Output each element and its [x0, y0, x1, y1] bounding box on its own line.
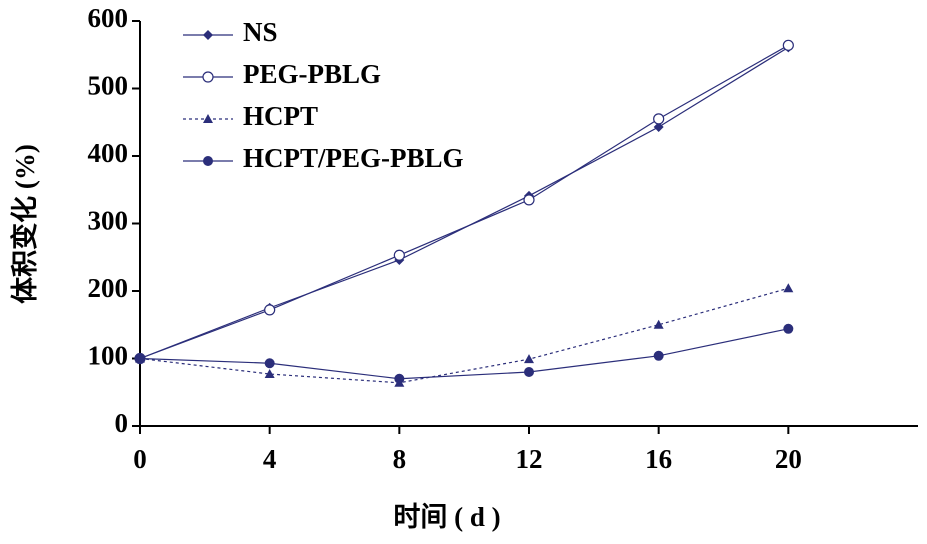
- y-tick-label: 0: [115, 408, 129, 438]
- data-point: [394, 373, 405, 384]
- x-tick-label: 20: [775, 444, 802, 474]
- legend-label: NS: [243, 17, 278, 47]
- x-tick-label: 4: [263, 444, 277, 474]
- legend-marker: [203, 30, 213, 40]
- data-point: [524, 354, 534, 364]
- data-point: [393, 249, 405, 261]
- data-point: [783, 283, 794, 293]
- y-tick-label: 600: [88, 3, 129, 33]
- series-line: [139, 44, 789, 360]
- data-point: [264, 358, 275, 369]
- legend-label: HCPT/PEG-PBLG: [243, 143, 464, 173]
- x-tick-label: 8: [393, 444, 407, 474]
- legend-marker: [203, 156, 213, 166]
- x-tick-label: 12: [516, 444, 543, 474]
- legend-marker: [203, 114, 213, 123]
- legend-label: HCPT: [243, 101, 318, 131]
- data-point: [264, 304, 276, 316]
- y-tick-label: 100: [88, 341, 129, 371]
- legend-marker: [202, 71, 214, 83]
- y-tick-label: 200: [88, 273, 129, 303]
- y-tick-label: 300: [88, 206, 129, 236]
- data-point: [524, 367, 534, 377]
- data-point: [653, 121, 664, 132]
- data-point: [782, 39, 794, 51]
- series-line: [139, 46, 789, 360]
- data-point: [135, 353, 145, 364]
- series-line: [139, 328, 789, 380]
- x-axis-label: 时间 ( d ): [393, 502, 500, 532]
- y-tick-label: 500: [88, 71, 129, 101]
- y-tick-label: 400: [88, 138, 129, 168]
- data-point: [653, 350, 664, 361]
- data-point: [264, 369, 275, 379]
- data-point: [523, 194, 535, 206]
- x-tick-label: 0: [133, 444, 147, 474]
- data-point: [783, 323, 794, 334]
- x-tick-label: 16: [645, 444, 672, 474]
- data-point: [653, 113, 665, 125]
- legend-label: PEG-PBLG: [243, 59, 381, 89]
- data-point: [653, 319, 664, 329]
- series-line: [139, 287, 789, 384]
- y-axis-label: 体积变化 (%): [9, 144, 40, 304]
